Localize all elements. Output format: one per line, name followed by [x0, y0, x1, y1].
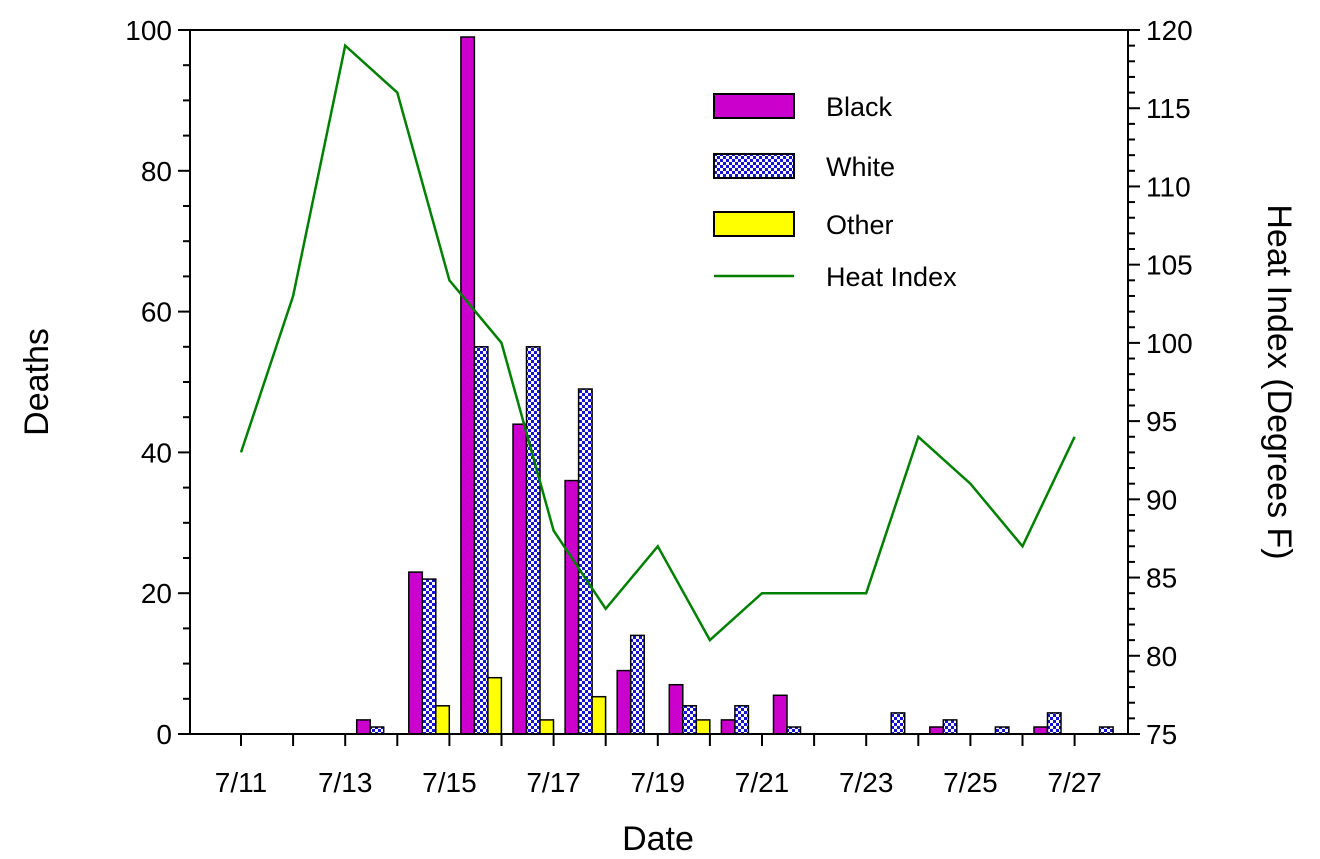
x-tick-label-7-11: 7/11: [215, 767, 267, 798]
bar-black-7-16: [512, 423, 528, 735]
bar-other-7-14: [435, 705, 451, 735]
x-tick-label-7-17: 7/17: [526, 767, 581, 798]
bar-black-7-26: [1033, 726, 1049, 735]
bar-white-7-25: [994, 726, 1010, 735]
bar-black-7-13: [355, 719, 371, 735]
line-heat-index: [239, 43, 1076, 643]
bar-other-7-16: [539, 719, 555, 735]
right-tick-label-110: 110: [1146, 171, 1191, 202]
left-axis: 0 20 40 60 80 100: [125, 15, 190, 750]
right-tick-label-120: 120: [1146, 15, 1193, 46]
heat-index-line-layer: [239, 43, 1076, 643]
bar-black-7-17: [564, 479, 580, 735]
legend-swatch-black: [713, 93, 795, 119]
bar-white-7-20: [734, 705, 750, 735]
bar-white-7-17: [577, 388, 593, 735]
x-axis-title: Date: [622, 820, 694, 858]
bars-layer: [355, 36, 1114, 735]
left-tick-label-0: 0: [156, 719, 172, 750]
bar-black-7-15: [460, 36, 476, 735]
x-tick-label-7-25: 7/25: [943, 767, 998, 798]
bar-black-7-19: [668, 683, 684, 735]
bar-white-7-16: [525, 346, 541, 735]
right-axis-title: Heat Index (Degrees F): [1260, 204, 1298, 559]
x-tick-label-7-13: 7/13: [318, 767, 373, 798]
legend-label-white: White: [826, 152, 895, 182]
x-tick-label-7-27: 7/27: [1047, 767, 1102, 798]
left-tick-label-100: 100: [125, 15, 172, 46]
bar-other-7-17: [591, 695, 607, 735]
bar-white-7-26: [1046, 712, 1062, 735]
bar-black-7-18: [616, 669, 632, 735]
right-axis: 75 80 85 90 95 100 105 110 115 120: [1128, 15, 1193, 750]
bar-white-7-21: [786, 726, 802, 735]
x-tick-label-7-23: 7/23: [839, 767, 894, 798]
left-tick-label-60: 60: [141, 297, 172, 328]
bar-black-7-20: [720, 719, 736, 735]
bar-black-7-14: [408, 571, 424, 735]
left-tick-label-20: 20: [141, 578, 172, 609]
right-tick-label-80: 80: [1146, 641, 1177, 672]
bar-black-7-24: [929, 726, 945, 735]
bar-white-7-18: [629, 634, 645, 735]
right-tick-label-100: 100: [1146, 328, 1193, 359]
right-tick-label-75: 75: [1146, 719, 1177, 750]
right-tick-label-105: 105: [1146, 250, 1193, 281]
bar-white-7-13: [369, 726, 385, 735]
bar-white-7-19: [682, 705, 698, 735]
bar-white-7-14: [421, 578, 437, 735]
legend: Black White Other Heat Index: [713, 92, 957, 292]
plot-area-frame: [189, 29, 1129, 735]
bar-other-7-15: [487, 676, 503, 735]
right-tick-label-85: 85: [1146, 563, 1177, 594]
left-axis-title: Deaths: [18, 328, 56, 436]
legend-label-heat-index: Heat Index: [826, 262, 957, 292]
x-tick-label-7-21: 7/21: [735, 767, 790, 798]
left-tick-label-40: 40: [141, 437, 172, 468]
bar-white-7-24: [942, 719, 958, 735]
legend-label-black: Black: [826, 92, 893, 122]
x-tick-label-7-15: 7/15: [422, 767, 477, 798]
x-axis: 7/11 7/13 7/15 7/17 7/19 7/21 7/23 7/25 7/27: [215, 734, 1102, 798]
legend-swatch-other: [713, 211, 795, 237]
bar-white-7-23: [890, 712, 906, 735]
right-tick-label-95: 95: [1146, 406, 1177, 437]
legend-swatch-white: [713, 153, 795, 179]
legend-label-other: Other: [826, 210, 894, 240]
bar-other-7-19: [695, 719, 711, 735]
x-tick-label-7-19: 7/19: [631, 767, 686, 798]
bar-white-7-27: [1098, 726, 1114, 735]
bar-black-7-21: [772, 694, 788, 735]
bar-white-7-15: [473, 346, 489, 735]
left-tick-label-80: 80: [141, 156, 172, 187]
right-tick-label-115: 115: [1146, 93, 1191, 124]
right-tick-label-90: 90: [1146, 484, 1177, 515]
